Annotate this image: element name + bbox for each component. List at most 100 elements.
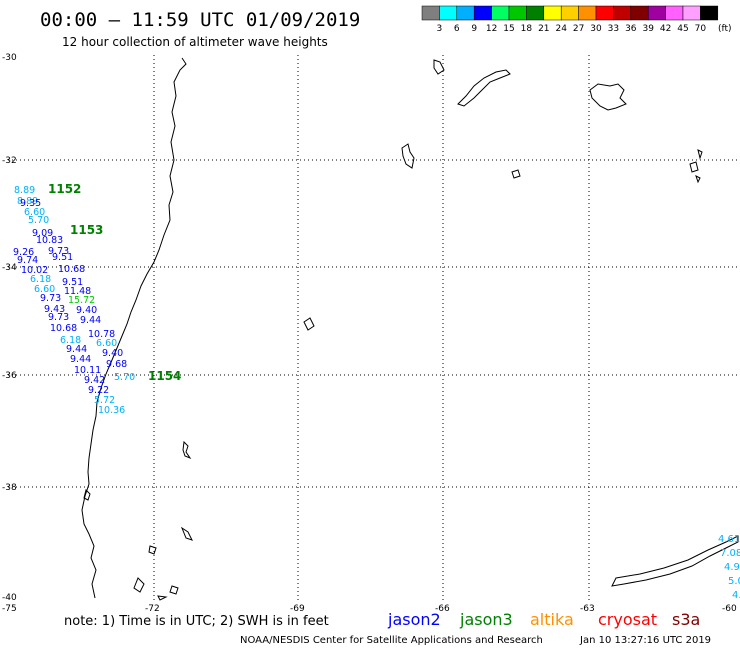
legend-jason3: jason3: [459, 610, 513, 629]
track-value: 9.73: [48, 312, 69, 323]
track-value: 9.35: [20, 198, 41, 209]
track-value: 9.40: [102, 348, 123, 359]
colorbar-label: 18: [521, 24, 533, 34]
chile-coastline: [81, 57, 187, 599]
colorbar-swatch: [439, 5, 458, 21]
island-j: [457, 69, 511, 107]
island-c: [148, 545, 157, 555]
island-a: [182, 440, 192, 460]
lat-label: -32: [2, 156, 17, 166]
colorbar: [421, 5, 719, 21]
colorbar-labels: 3 6 9 12 15 18 21 24 27 30 33 36 39 42 45 70: [437, 24, 707, 34]
colorbar-swatch: [473, 5, 492, 21]
track-id-1153: 1153: [70, 223, 103, 237]
legend-cryosat: cryosat: [598, 610, 657, 629]
island-l: [511, 169, 521, 179]
colorbar-unit: (ft): [718, 24, 732, 34]
lat-label: -30: [2, 53, 17, 63]
footer-timestamp: Jan 10 13:27:16 UTC 2019: [579, 635, 711, 646]
island-h: [303, 317, 315, 331]
track-value: 9.73: [48, 246, 69, 257]
lon-axis-labels: -75 -72 -69 -66 -63 -60: [2, 604, 737, 614]
colorbar-label: 6: [454, 24, 460, 34]
track-value: 5.72: [94, 395, 115, 406]
track-ids: 1152 1153 1154: [48, 182, 181, 383]
lat-label: -40: [2, 593, 17, 603]
map-frame: [8, 55, 738, 600]
track-value: 9.44: [66, 344, 87, 355]
track-value: 9.74: [17, 255, 38, 266]
colorbar-swatch: [526, 5, 545, 21]
figure-subtitle: 12 hour collection of altimeter wave hei…: [62, 35, 328, 49]
track-value: 9.44: [70, 354, 91, 365]
island-o: [695, 175, 701, 184]
gridlines: [8, 55, 738, 600]
colorbar-swatch: [560, 5, 579, 21]
colorbar-swatch: [595, 5, 614, 21]
track-value: 6.60: [96, 338, 117, 349]
track-value: 10.11: [74, 365, 101, 376]
track-value: 11.48: [64, 286, 91, 297]
legend-jason2: jason2: [387, 610, 441, 629]
track-value: 6.18: [30, 274, 51, 285]
colorbar-label: 27: [573, 24, 584, 34]
track-value: 6.60: [24, 207, 45, 218]
colorbar-swatch: [543, 5, 562, 21]
lat-axis-labels: -30 -32 -34 -36 -38 -40: [2, 53, 17, 603]
lat-label: -34: [2, 263, 17, 273]
island-i: [433, 59, 445, 75]
colorbar-swatch: [630, 5, 649, 21]
track-value: 10.68: [50, 323, 77, 334]
satellite-legend: jason2 jason3 altika cryosat s3a: [387, 610, 700, 629]
track-value: 6.60: [34, 284, 55, 295]
corner-value: 7.08: [720, 548, 740, 559]
track-value: 9.68: [106, 359, 127, 370]
colorbar-label: 36: [625, 24, 637, 34]
colorbar-label: 12: [486, 24, 497, 34]
track-value: 10.02: [21, 265, 48, 276]
track-id-1154: 1154: [148, 369, 181, 383]
track-value: 9.43: [44, 304, 65, 315]
track-value: 6.18: [60, 335, 81, 346]
island-b: [83, 489, 91, 501]
track-value: 9.73: [40, 293, 61, 304]
island-f: [169, 585, 179, 595]
track-value: 10.78: [88, 329, 115, 340]
island-n: [689, 161, 699, 173]
colorbar-swatch: [647, 5, 666, 21]
colorbar-label: 39: [642, 24, 654, 34]
track-value: 9.09: [32, 228, 53, 239]
track-value: 8.89: [14, 185, 35, 196]
corner-value: 5.0: [728, 576, 740, 587]
colorbar-swatch: [682, 5, 701, 21]
track-value: 9.44: [80, 315, 101, 326]
track-value: 10.36: [98, 405, 125, 416]
corner-value: 4.61: [718, 534, 740, 545]
island-g: [157, 595, 168, 601]
island-m: [589, 83, 627, 111]
lon-label: -66: [435, 604, 450, 614]
track-value: 9.26: [13, 247, 34, 258]
track-value: 5.70: [114, 372, 135, 383]
colorbar-label: 33: [608, 24, 619, 34]
corner-values: 4.61 7.08 4.9 5.0 4.: [718, 534, 740, 601]
track-value: 15.72: [68, 295, 95, 306]
lon-label: -63: [580, 604, 595, 614]
legend-s3a: s3a: [672, 610, 700, 629]
colorbar-swatch: [578, 5, 597, 21]
units-note: note: 1) Time is in UTC; 2) SWH is in fe…: [64, 614, 329, 629]
colorbar-label: 45: [677, 24, 688, 34]
colorbar-label: 3: [437, 24, 443, 34]
island-k: [401, 143, 415, 169]
colorbar-swatch: [700, 5, 719, 21]
colorbar-swatch: [456, 5, 475, 21]
colorbar-label: 30: [590, 24, 602, 34]
colorbar-label: 21: [538, 24, 549, 34]
corner-value: 4.: [732, 590, 740, 601]
lat-label: -36: [2, 371, 17, 381]
island-e: [133, 577, 145, 593]
lon-label: -69: [290, 604, 305, 614]
colorbar-label: 24: [555, 24, 567, 34]
colorbar-swatch: [421, 5, 440, 21]
colorbar-label: 15: [503, 24, 514, 34]
